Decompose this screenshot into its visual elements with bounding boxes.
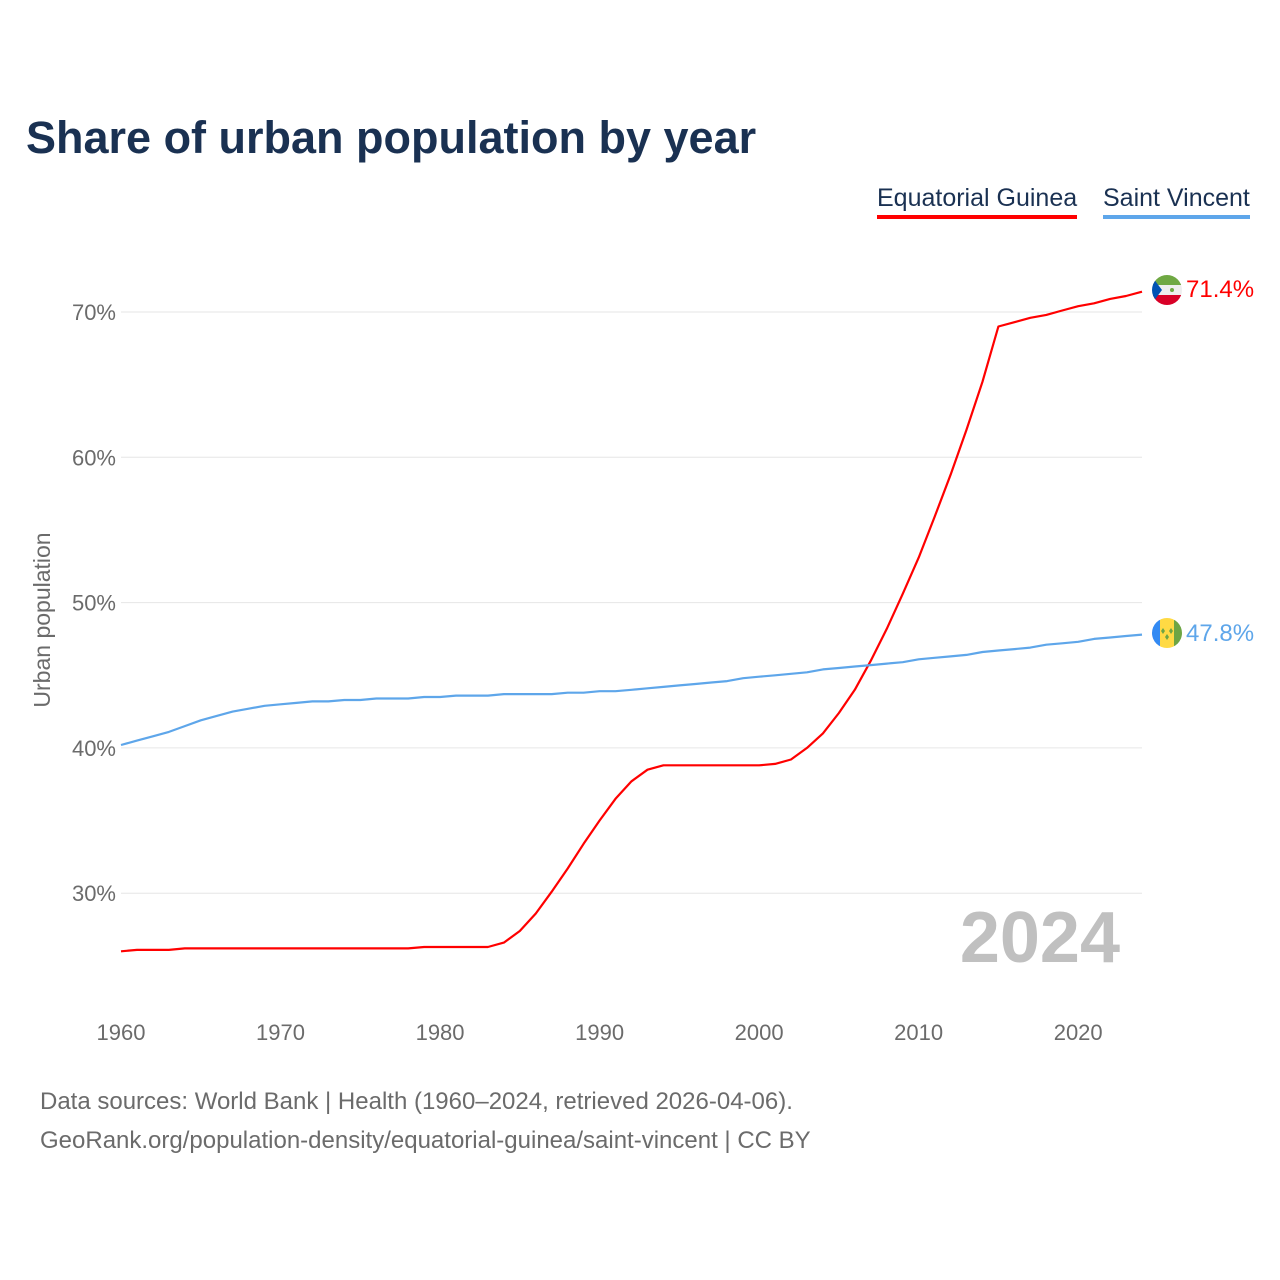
- x-tick-label: 2000: [735, 1020, 784, 1045]
- x-tick-label: 1970: [256, 1020, 305, 1045]
- y-tick-label: 70%: [72, 300, 116, 325]
- equatorial-guinea-end-label: 71.4%: [1186, 276, 1254, 303]
- x-tick-label: 1980: [416, 1020, 465, 1045]
- y-tick-label: 30%: [72, 881, 116, 906]
- footer-sources: Data sources: World Bank | Health (1960–…: [40, 1088, 793, 1115]
- x-tick-label: 2010: [894, 1020, 943, 1045]
- y-tick-label: 40%: [72, 736, 116, 761]
- equatorial-guinea-flag-icon: [1152, 275, 1182, 305]
- series-line-saint-vincent: [120, 633, 1143, 747]
- y-tick-label: 50%: [72, 591, 116, 616]
- x-tick-label: 1960: [97, 1020, 146, 1045]
- legend-equatorial-guinea[interactable]: Equatorial Guinea: [877, 184, 1078, 219]
- chart-title: Share of urban population by year: [26, 112, 757, 163]
- year-watermark: 2024: [960, 898, 1120, 978]
- x-tick-label: 1990: [575, 1020, 624, 1045]
- footer-link[interactable]: GeoRank.org/population-density/equatoria…: [40, 1127, 811, 1154]
- saint-vincent-flag-icon: [1152, 618, 1182, 648]
- y-tick-label: 60%: [72, 445, 116, 470]
- y-axis-label: Urban population: [29, 532, 55, 707]
- series-line-equatorial-guinea: [120, 290, 1143, 953]
- saint-vincent-end-label: 47.8%: [1186, 620, 1254, 647]
- legend-saint-vincent[interactable]: Saint Vincent: [1103, 184, 1250, 219]
- x-tick-label: 2020: [1054, 1020, 1103, 1045]
